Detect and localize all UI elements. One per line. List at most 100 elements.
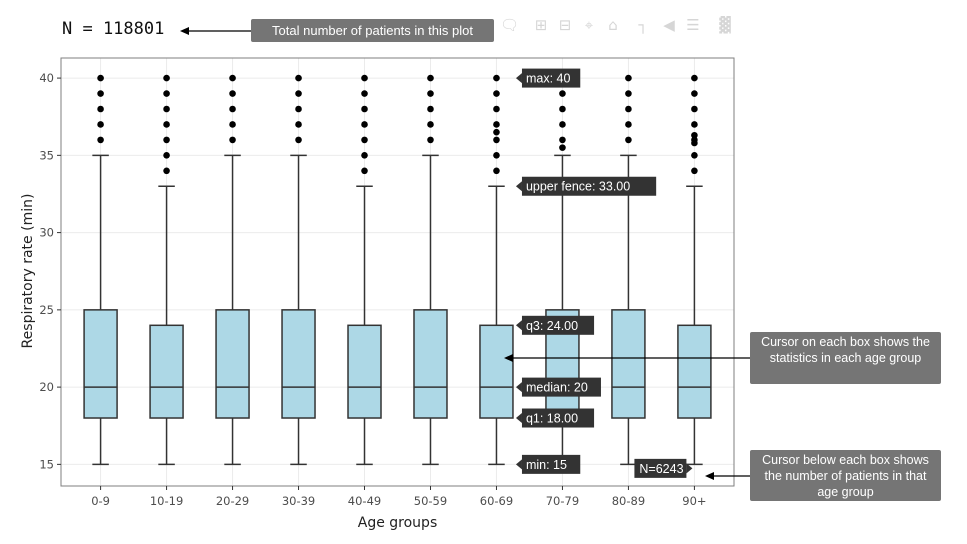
outlier-point[interactable] xyxy=(625,121,632,128)
outlier-point[interactable] xyxy=(427,74,434,82)
outlier-point[interactable] xyxy=(625,136,632,144)
tooltip-text: median: 20 xyxy=(526,381,588,395)
outlier-point[interactable] xyxy=(493,136,500,144)
outlier-point[interactable] xyxy=(559,90,566,97)
outlier-point[interactable] xyxy=(295,74,302,82)
outlier-point[interactable] xyxy=(361,105,368,113)
outlier-point[interactable] xyxy=(295,121,302,128)
iqr-box[interactable] xyxy=(479,324,514,419)
outlier-point[interactable] xyxy=(691,121,698,128)
zoom-out-icon[interactable]: ⊟ xyxy=(558,16,572,34)
count-hover-arrow xyxy=(705,472,750,480)
outlier-point[interactable] xyxy=(691,152,698,159)
outlier-point[interactable] xyxy=(97,105,104,113)
outlier-point[interactable] xyxy=(97,90,104,97)
outlier-point[interactable] xyxy=(361,152,368,159)
box-hover-callout: Cursor on each box shows the statistics … xyxy=(750,332,941,384)
outlier-point[interactable] xyxy=(229,90,236,97)
box-group-50-59[interactable] xyxy=(413,74,448,466)
outlier-point[interactable] xyxy=(97,136,104,144)
outlier-point[interactable] xyxy=(295,136,302,144)
outlier-point[interactable] xyxy=(427,121,434,128)
box-group-0-9[interactable] xyxy=(83,74,118,466)
outlier-point[interactable] xyxy=(295,105,302,113)
outlier-point[interactable] xyxy=(559,136,566,144)
box-group-90+[interactable] xyxy=(677,74,712,466)
outlier-point[interactable] xyxy=(229,136,236,144)
outlier-point[interactable] xyxy=(691,74,698,82)
outlier-point[interactable] xyxy=(295,90,302,97)
outlier-point[interactable] xyxy=(163,167,170,175)
box-group-40-49[interactable] xyxy=(347,74,382,466)
box-group-60-69[interactable] xyxy=(479,74,514,466)
hover-closest-icon[interactable]: ◀ xyxy=(663,16,675,34)
outlier-point[interactable] xyxy=(229,74,236,82)
outlier-point[interactable] xyxy=(559,144,566,151)
tooltip-bg xyxy=(521,68,581,88)
outlier-point[interactable] xyxy=(493,105,500,113)
outlier-point[interactable] xyxy=(229,121,236,128)
y-tick-label: 35 xyxy=(39,148,54,162)
outlier-point[interactable] xyxy=(229,105,236,113)
outlier-point[interactable] xyxy=(361,74,368,82)
hover-compare-icon[interactable]: ☰ xyxy=(686,16,700,34)
outlier-point[interactable] xyxy=(625,90,632,97)
iqr-box[interactable] xyxy=(611,309,646,419)
box-group-10-19[interactable] xyxy=(149,74,184,466)
iqr-box[interactable] xyxy=(215,309,250,419)
outlier-point[interactable] xyxy=(427,90,434,97)
outlier-point[interactable] xyxy=(493,167,500,175)
outlier-point[interactable] xyxy=(163,90,170,97)
outlier-point[interactable] xyxy=(427,105,434,113)
plotly-logo-icon[interactable]: ▓ xyxy=(719,16,731,34)
outlier-point[interactable] xyxy=(691,136,698,144)
outlier-point[interactable] xyxy=(361,90,368,97)
box-group-80-89[interactable] xyxy=(611,74,646,466)
outlier-point[interactable] xyxy=(625,105,632,113)
iqr-box[interactable] xyxy=(347,324,382,419)
box-group-20-29[interactable] xyxy=(215,74,250,466)
outlier-point[interactable] xyxy=(493,74,500,82)
x-tick-label: 80-89 xyxy=(612,494,645,508)
x-tick-label: 70-79 xyxy=(546,494,579,508)
outlier-point[interactable] xyxy=(559,121,566,128)
outlier-point[interactable] xyxy=(691,167,698,175)
iqr-box[interactable] xyxy=(281,309,316,419)
box-group-30-39[interactable] xyxy=(281,74,316,466)
outlier-point[interactable] xyxy=(163,136,170,144)
outlier-point[interactable] xyxy=(691,90,698,97)
autoscale-icon[interactable]: ⌖ xyxy=(584,16,594,34)
outlier-point[interactable] xyxy=(493,128,500,136)
iqr-box[interactable] xyxy=(83,309,118,419)
outlier-point[interactable] xyxy=(97,74,104,82)
outlier-point[interactable] xyxy=(493,152,500,159)
outlier-point[interactable] xyxy=(163,105,170,113)
outlier-point[interactable] xyxy=(691,105,698,113)
iqr-box[interactable] xyxy=(413,309,448,419)
y-tick-label: 30 xyxy=(39,226,54,240)
outlier-point[interactable] xyxy=(163,152,170,159)
x-tick-label: 0-9 xyxy=(91,494,110,508)
comment-icon[interactable]: 🗨 xyxy=(500,16,520,34)
home-icon[interactable]: ⌂ xyxy=(608,16,618,34)
spike-lines-icon[interactable]: ┐ xyxy=(638,16,648,34)
outlier-point[interactable] xyxy=(625,74,632,82)
outlier-point[interactable] xyxy=(361,121,368,128)
tooltip-text: N=6243 xyxy=(639,462,683,476)
outlier-point[interactable] xyxy=(493,121,500,128)
outlier-point[interactable] xyxy=(97,121,104,128)
outlier-point[interactable] xyxy=(361,136,368,144)
outlier-point[interactable] xyxy=(691,131,698,139)
outlier-point[interactable] xyxy=(361,167,368,175)
box-series[interactable] xyxy=(83,74,712,466)
iqr-box[interactable] xyxy=(149,324,184,419)
iqr-box[interactable] xyxy=(677,324,712,419)
outlier-point[interactable] xyxy=(559,105,566,113)
outlier-point[interactable] xyxy=(427,136,434,144)
outlier-point[interactable] xyxy=(163,121,170,128)
zoom-in-icon[interactable]: ⊞ xyxy=(534,16,548,34)
tooltip-text: max: 40 xyxy=(526,72,571,86)
outlier-point[interactable] xyxy=(493,90,500,97)
outlier-point[interactable] xyxy=(163,74,170,82)
